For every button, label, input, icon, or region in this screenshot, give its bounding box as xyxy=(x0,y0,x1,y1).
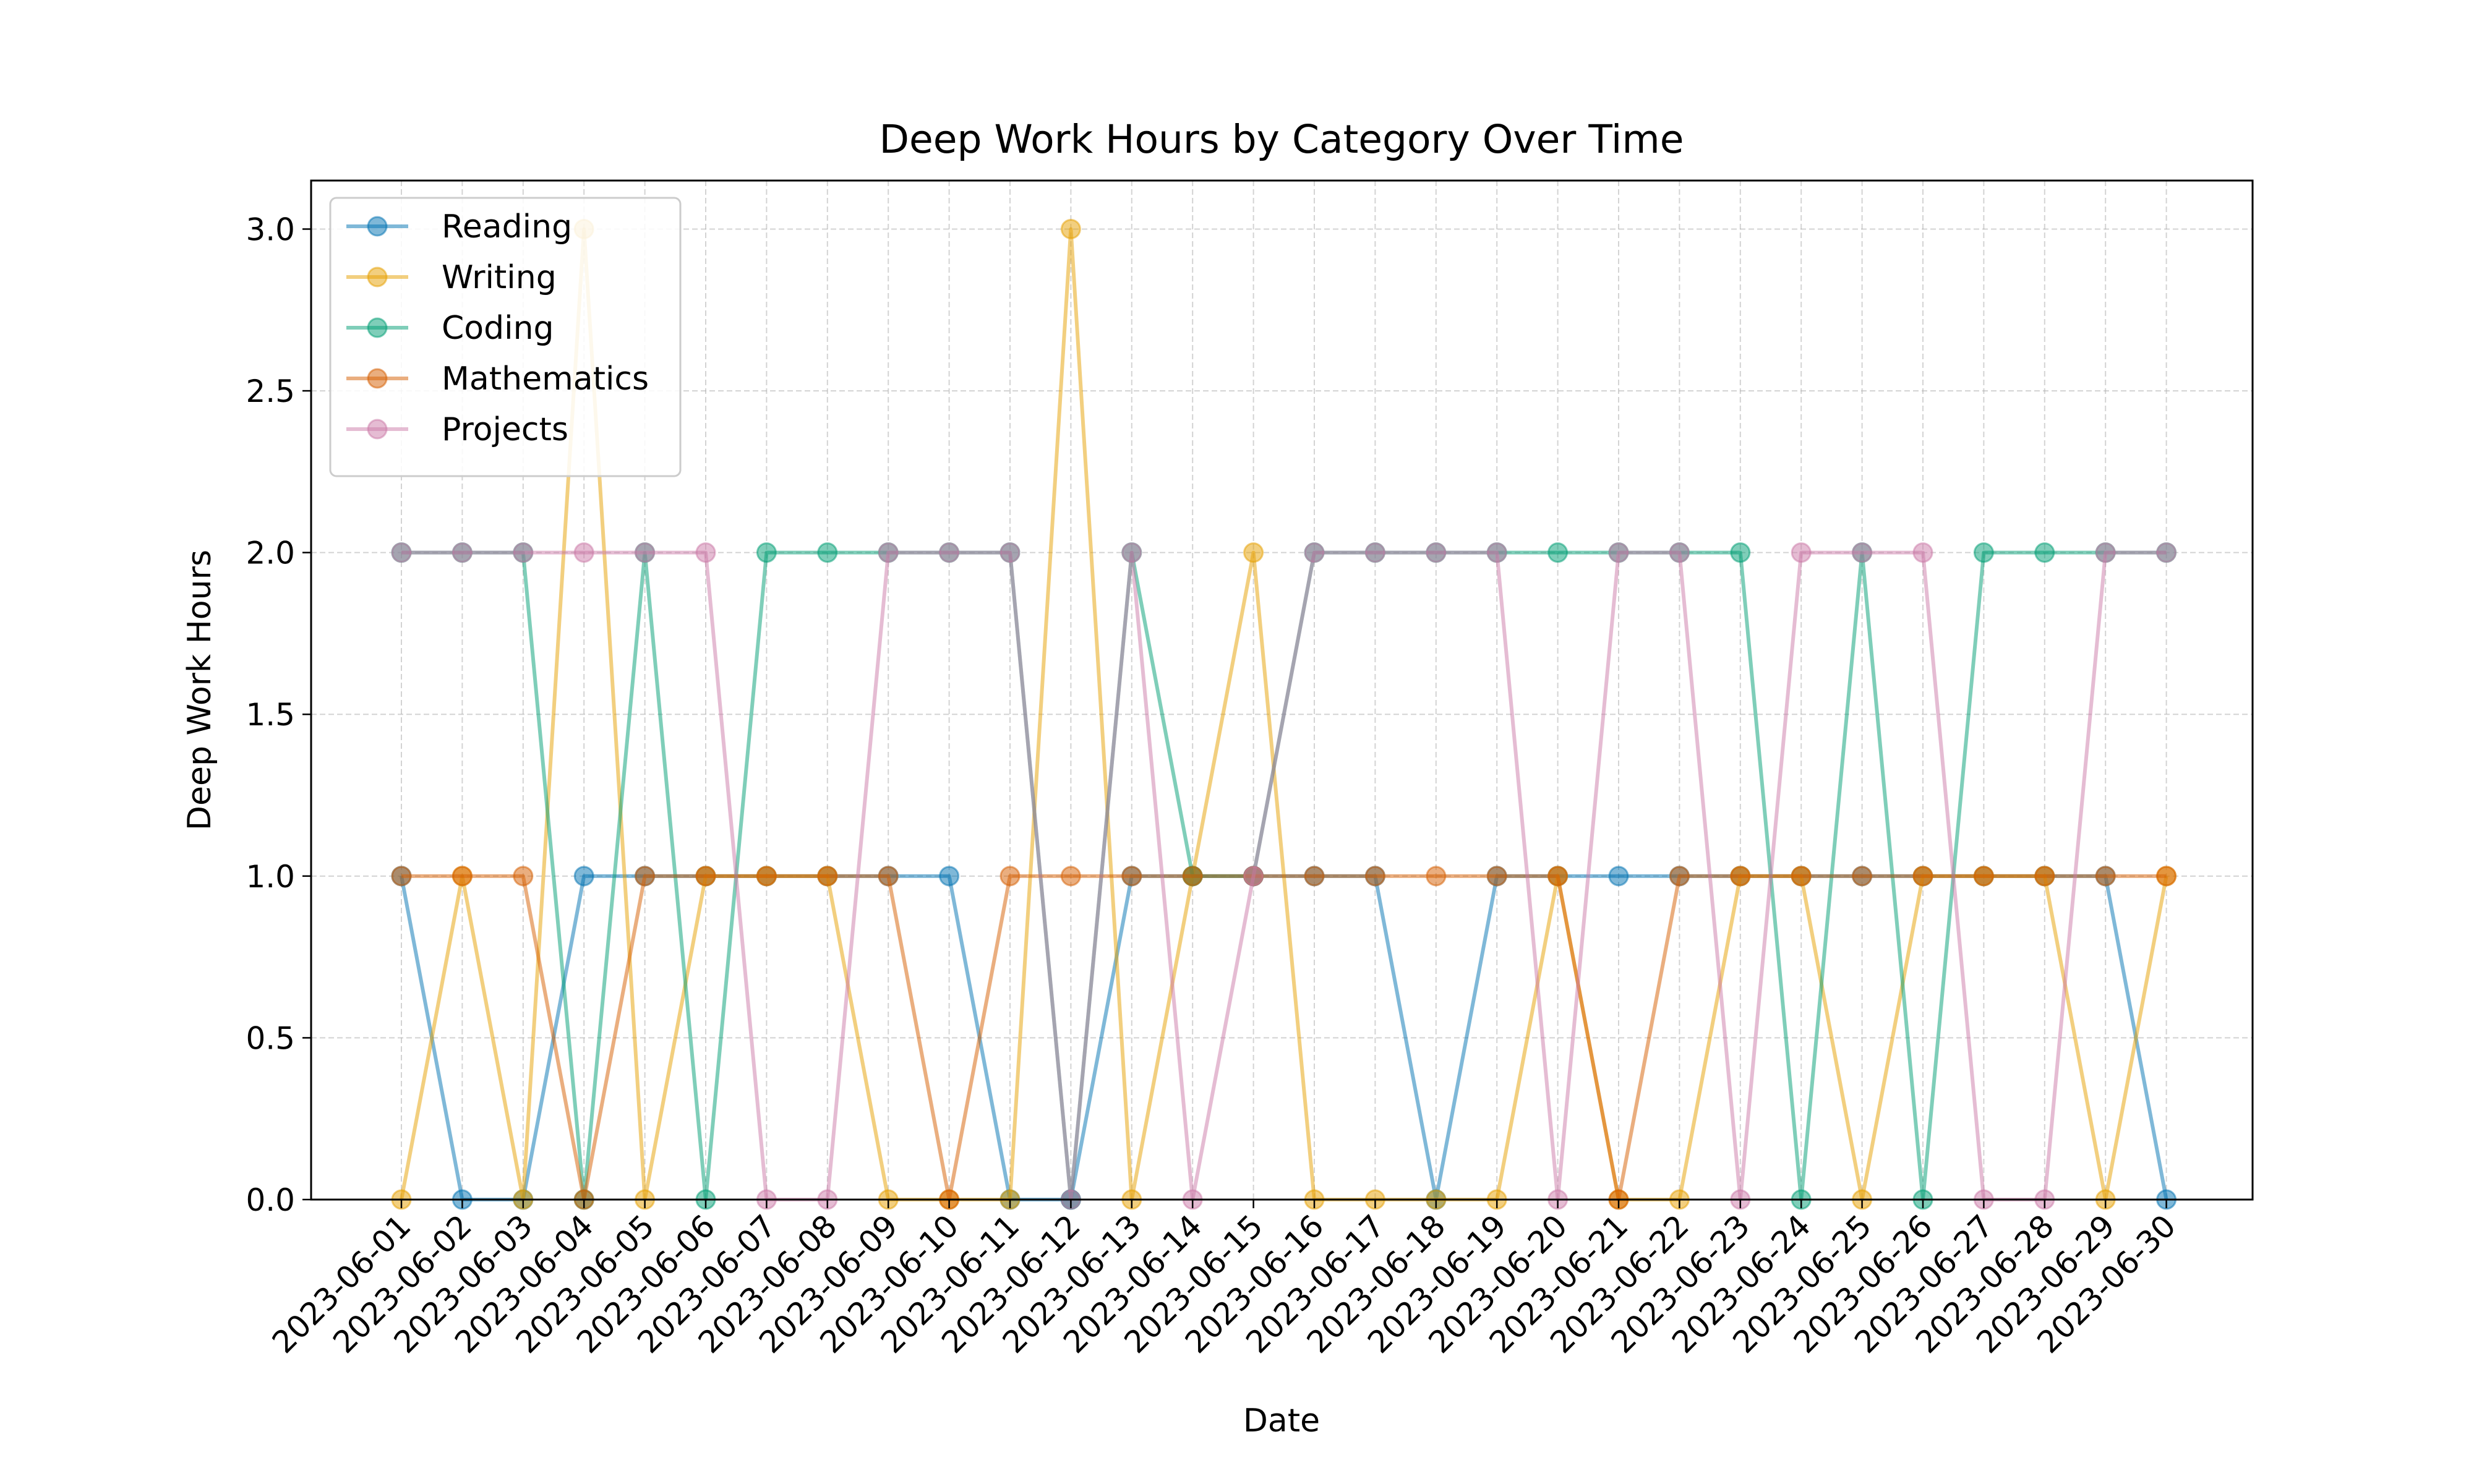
data-point xyxy=(2034,542,2055,563)
data-point xyxy=(1486,866,1507,887)
legend-label: Projects xyxy=(442,411,568,448)
legend-label: Writing xyxy=(442,259,557,296)
data-point xyxy=(573,542,594,563)
legend-swatch-marker xyxy=(367,419,388,440)
data-point xyxy=(1121,866,1142,887)
x-axis-label: Date xyxy=(1243,1402,1320,1439)
data-point xyxy=(391,866,412,887)
plot-frame xyxy=(310,179,2254,1201)
data-point xyxy=(756,542,777,563)
data-point xyxy=(1669,542,1690,563)
data-point xyxy=(1243,866,1264,887)
data-point xyxy=(1912,866,1933,887)
data-point xyxy=(939,866,960,887)
y-tick-label: 2.5 xyxy=(246,373,295,409)
data-point xyxy=(1608,542,1629,563)
data-point xyxy=(2095,866,2116,887)
legend-label: Mathematics xyxy=(442,360,649,398)
data-point xyxy=(1730,542,1751,563)
data-point xyxy=(1547,542,1569,563)
data-point xyxy=(1547,866,1569,887)
legend-label: Reading xyxy=(442,208,572,245)
data-point xyxy=(1121,542,1142,563)
data-point xyxy=(1304,866,1325,887)
legend-item: Writing xyxy=(346,259,557,296)
data-point xyxy=(1791,542,1812,563)
data-point xyxy=(939,542,960,563)
data-point xyxy=(695,866,716,887)
data-point xyxy=(1852,542,1873,563)
data-point xyxy=(1243,542,1264,563)
data-point xyxy=(2156,866,2177,887)
data-point xyxy=(635,542,656,563)
data-point xyxy=(513,542,534,563)
y-tick-label: 1.5 xyxy=(246,697,295,733)
data-point xyxy=(391,542,412,563)
legend-item: Coding xyxy=(346,310,554,347)
legend-swatch-marker xyxy=(367,368,388,389)
data-point xyxy=(1060,218,1081,239)
data-point xyxy=(1364,542,1385,563)
data-point xyxy=(756,866,777,887)
data-point xyxy=(1852,866,1873,887)
data-point xyxy=(878,866,899,887)
data-point xyxy=(1060,866,1081,887)
data-point xyxy=(817,866,838,887)
legend-item: Projects xyxy=(346,411,568,448)
data-point xyxy=(1973,866,1994,887)
legend-box xyxy=(329,197,682,477)
axis-layer: 2023-06-012023-06-022023-06-032023-06-04… xyxy=(246,211,2183,1360)
data-point xyxy=(635,866,656,887)
legend-item: Mathematics xyxy=(346,360,649,398)
data-point xyxy=(1182,866,1203,887)
data-point xyxy=(2156,542,2177,563)
data-point xyxy=(695,542,716,563)
y-tick-label: 1.0 xyxy=(246,859,295,895)
series-mathematics xyxy=(391,866,2177,1210)
data-point xyxy=(999,542,1021,563)
data-point xyxy=(1608,866,1629,887)
chart-title: Deep Work Hours by Category Over Time xyxy=(879,117,1684,162)
legend-swatch-marker xyxy=(367,317,388,338)
legend-label: Coding xyxy=(442,310,554,347)
y-tick-label: 2.0 xyxy=(246,535,295,571)
data-point xyxy=(999,866,1021,887)
data-point xyxy=(1669,866,1690,887)
legend-item: Reading xyxy=(346,208,572,245)
data-point xyxy=(878,542,899,563)
data-point xyxy=(1364,866,1385,887)
legend: Reading Writing Coding Mathematics Projects xyxy=(329,197,682,477)
y-axis-label: Deep Work Hours xyxy=(181,550,218,830)
data-point xyxy=(513,866,534,887)
data-point xyxy=(1304,542,1325,563)
y-tick-label: 0.5 xyxy=(246,1020,295,1056)
data-point xyxy=(573,866,594,887)
legend-swatch-marker xyxy=(367,216,388,237)
data-point xyxy=(1791,866,1812,887)
y-tick-label: 3.0 xyxy=(246,211,295,247)
data-point xyxy=(1426,542,1447,563)
data-point xyxy=(452,542,473,563)
data-point xyxy=(1912,542,1933,563)
data-point xyxy=(1486,542,1507,563)
y-tick-label: 0.0 xyxy=(246,1182,295,1218)
data-point xyxy=(1730,866,1751,887)
data-point xyxy=(817,542,838,563)
data-point xyxy=(2095,542,2116,563)
data-point xyxy=(1973,542,1994,563)
legend-swatch-marker xyxy=(367,267,388,288)
data-point xyxy=(452,866,473,887)
data-point xyxy=(2034,866,2055,887)
data-point xyxy=(1426,866,1447,887)
